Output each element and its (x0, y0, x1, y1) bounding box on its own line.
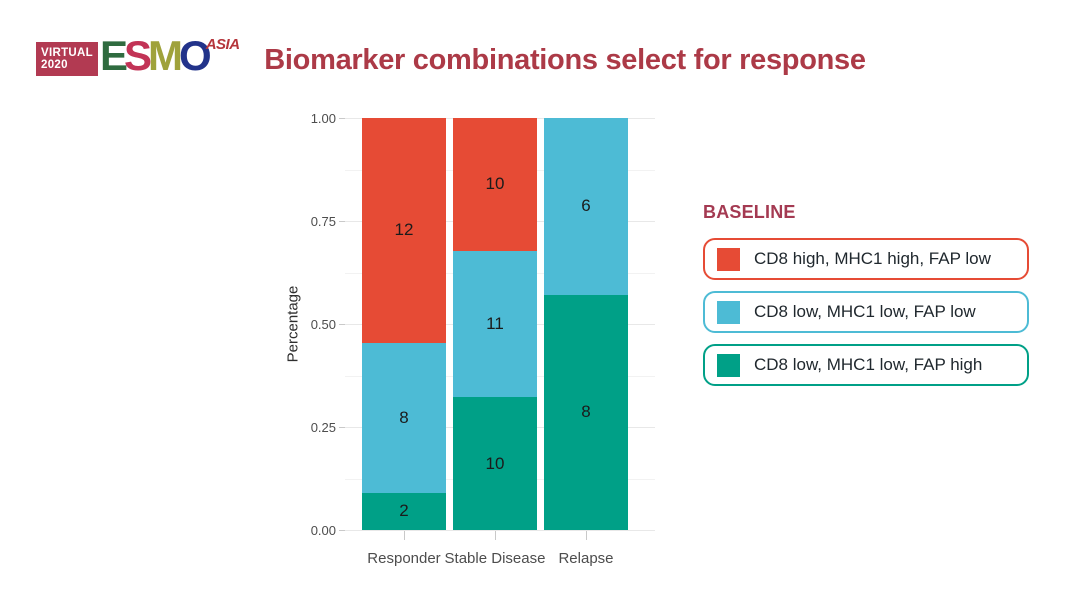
segment-value-label: 6 (581, 196, 591, 216)
y-axis-title: Percentage (284, 285, 302, 363)
segment-value-label: 8 (399, 407, 409, 427)
segment-value-label: 10 (485, 453, 505, 473)
bar-segment: 2 (362, 492, 446, 530)
y-tick-label: 1.00 (310, 111, 336, 126)
x-category-label: Responder (367, 550, 441, 567)
bar-stable-disease: 10 11 10 (453, 118, 537, 530)
gridline-major (345, 221, 655, 222)
x-tick-mark (586, 531, 587, 540)
esmo-letter: S (124, 32, 152, 79)
gridline-major (345, 530, 655, 531)
x-category-label: Stable Disease (444, 550, 546, 567)
y-tick-label: 0.75 (310, 214, 336, 229)
y-tick-mark (339, 427, 345, 428)
segment-value-label: 12 (394, 220, 414, 240)
bar-segment: 6 (544, 118, 628, 295)
esmo-letter: E (100, 32, 128, 79)
gridline-minor (345, 375, 655, 377)
legend-item-label: CD8 low, MHC1 low, FAP low (754, 302, 976, 321)
bar-responder: 12 8 2 (362, 118, 446, 530)
y-tick-mark (339, 221, 345, 222)
x-tick-mark (404, 531, 405, 540)
gridline-major (345, 324, 655, 325)
y-tick-mark (339, 324, 345, 325)
legend-item-label: CD8 low, MHC1 low, FAP high (754, 355, 983, 374)
gridline-minor (345, 272, 655, 274)
gridline-minor (345, 169, 655, 171)
year-label: 2020 (41, 59, 68, 71)
y-tick-mark (339, 118, 345, 119)
segment-value-label: 10 (485, 174, 505, 194)
legend-title: BASELINE (703, 202, 796, 222)
esmo-letter: O (179, 32, 212, 79)
legend-swatch-blue (717, 300, 740, 324)
segment-value-label: 11 (486, 314, 504, 334)
bar-segment: 8 (362, 342, 446, 493)
legend-item-cd8-low-mhc1-low-fap-low: CD8 low, MHC1 low, FAP low (703, 291, 1029, 333)
legend-item-cd8-low-mhc1-low-fap-high: CD8 low, MHC1 low, FAP high (703, 344, 1029, 386)
legend-item-label: CD8 high, MHC1 high, FAP low (754, 249, 991, 268)
slide-title: Biomarker combinations select for respon… (264, 44, 866, 76)
gridline-major (345, 427, 655, 428)
y-tick-mark (339, 530, 345, 531)
virtual-label: VIRTUAL (41, 47, 93, 59)
plot-panel: 12 8 2 10 11 10 6 8 (345, 118, 655, 531)
bar-segment: 11 (453, 250, 537, 398)
bar-segment: 10 (453, 397, 537, 530)
legend-item-cd8-high-mhc1-high-fap-low: CD8 high, MHC1 high, FAP low (703, 238, 1029, 280)
legend-swatch-teal (717, 353, 740, 377)
virtual-2020-badge: VIRTUAL 2020 (36, 42, 98, 76)
y-tick-label: 0.50 (310, 317, 336, 332)
x-category-label: Relapse (558, 550, 614, 567)
esmo-asia-2020-logo: VIRTUAL 2020 ESMO ASIA (36, 35, 240, 77)
segment-value-label: 8 (581, 402, 591, 422)
legend-swatch-red (717, 247, 740, 271)
gridline-minor (345, 478, 655, 480)
segment-value-label: 2 (399, 501, 409, 521)
y-tick-label: 0.00 (310, 523, 336, 538)
asia-label: ASIA (205, 36, 240, 53)
bar-segment: 8 (544, 294, 628, 530)
y-tick-label: 0.25 (310, 420, 336, 435)
bar-segment: 12 (362, 118, 446, 343)
esmo-letter: M (148, 32, 183, 79)
bar-segment: 10 (453, 118, 537, 251)
x-tick-mark (495, 531, 496, 540)
esmo-wordmark: ESMO (100, 35, 212, 77)
gridline-major (345, 118, 655, 119)
legend: BASELINE CD8 high, MHC1 high, FAP low CD… (703, 202, 1029, 397)
